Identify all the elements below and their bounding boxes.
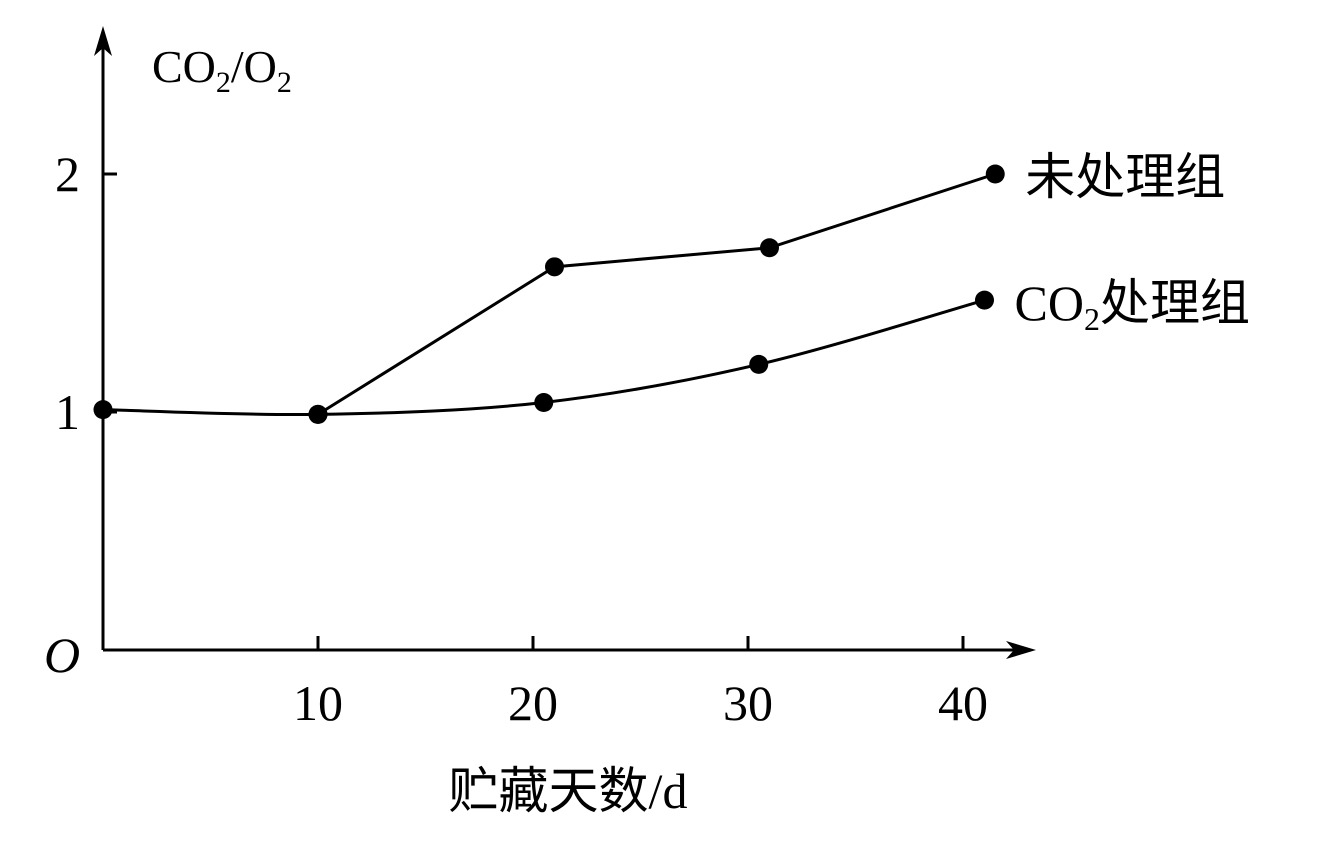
y-axis-label: CO2/O2 [152,41,292,99]
data-point-0-2 [760,238,779,258]
data-point-1-2 [534,392,554,412]
series-line-0 [317,172,996,416]
data-point-1-3 [749,354,769,374]
x-tick-label-40: 40 [938,675,988,731]
x-axis-arrow [1006,641,1036,659]
x-axis [103,641,1036,659]
ticks: 10 20 30 40 1 2 [55,146,988,731]
origin-label: O [44,627,80,683]
series-labels: 未处理组 CO2处理组 [1015,149,1250,337]
data-point-1-4 [975,290,994,310]
x-tick-label-20: 20 [508,675,558,731]
x-tick-label-10: 10 [293,675,343,731]
data-point-1-0 [93,400,113,420]
y-axis [94,26,112,650]
y-tick-label-2: 2 [55,146,80,202]
x-axis-label: 贮藏天数/d [449,763,688,819]
series-label-1: CO2处理组 [1015,275,1250,337]
y-tick-label-1: 1 [55,384,80,440]
y-axis-arrow [94,26,112,56]
series-label-0: 未处理组 [1025,149,1225,205]
data-point-1-1 [308,404,328,424]
data-point-0-3 [985,164,1005,184]
series [93,164,1005,424]
data-point-0-1 [545,257,564,277]
x-tick-label-30: 30 [723,675,773,731]
